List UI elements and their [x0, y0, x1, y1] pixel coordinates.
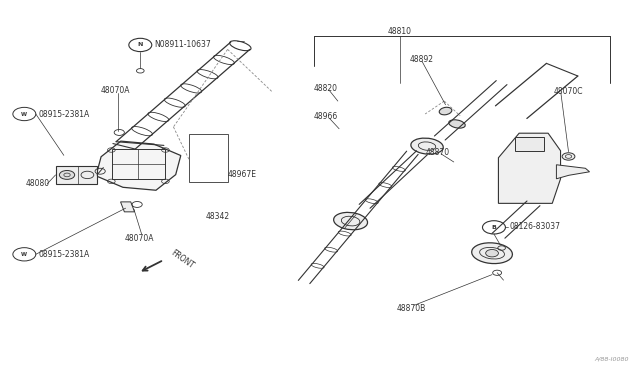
Text: 48342: 48342 — [205, 212, 229, 221]
Text: N: N — [138, 42, 143, 48]
Circle shape — [60, 170, 75, 179]
Polygon shape — [499, 133, 561, 203]
Text: 48810: 48810 — [388, 27, 412, 36]
Text: FRONT: FRONT — [169, 249, 195, 271]
Polygon shape — [120, 202, 134, 212]
Ellipse shape — [439, 107, 452, 115]
Text: W: W — [21, 252, 28, 257]
Text: 08126-83037: 08126-83037 — [509, 222, 560, 231]
Polygon shape — [556, 165, 589, 179]
Ellipse shape — [449, 120, 465, 128]
Text: 48080: 48080 — [26, 179, 50, 188]
Text: 48820: 48820 — [314, 84, 338, 93]
Text: 08915-2381A: 08915-2381A — [38, 109, 90, 119]
Text: 48070C: 48070C — [554, 87, 584, 96]
Ellipse shape — [472, 243, 513, 264]
Text: B: B — [492, 225, 497, 230]
Text: 48070A: 48070A — [124, 234, 154, 243]
Circle shape — [486, 250, 499, 257]
Text: 48892: 48892 — [409, 55, 433, 64]
Text: 48070A: 48070A — [100, 86, 130, 95]
Text: 48966: 48966 — [314, 112, 338, 121]
Polygon shape — [96, 141, 180, 190]
Text: 48870B: 48870B — [396, 304, 426, 313]
Text: 08915-2381A: 08915-2381A — [38, 250, 90, 259]
Polygon shape — [515, 137, 544, 151]
Ellipse shape — [411, 138, 444, 154]
Text: N08911-10637: N08911-10637 — [154, 40, 211, 49]
Text: A/88-I0080: A/88-I0080 — [595, 356, 629, 361]
Ellipse shape — [333, 212, 367, 230]
Text: 48870: 48870 — [425, 148, 449, 157]
Circle shape — [81, 171, 94, 179]
Text: W: W — [21, 112, 28, 116]
Text: 48967E: 48967E — [228, 170, 257, 179]
Circle shape — [562, 153, 575, 160]
Polygon shape — [56, 166, 97, 184]
